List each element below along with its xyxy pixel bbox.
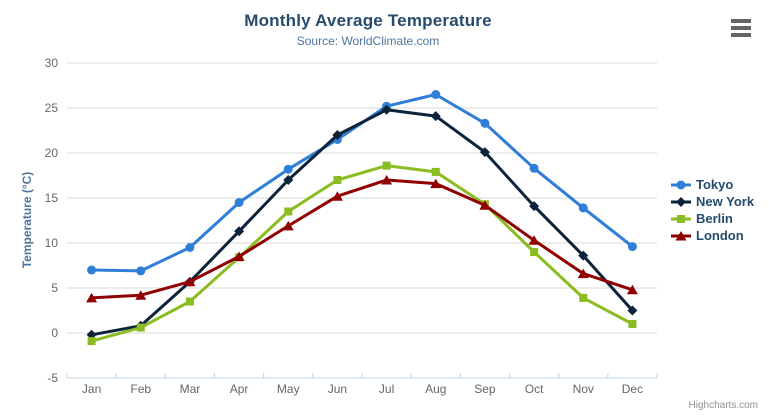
data-point[interactable] bbox=[87, 337, 96, 346]
legend-label: Berlin bbox=[696, 211, 733, 226]
data-point[interactable] bbox=[136, 266, 146, 276]
legend-item-berlin[interactable]: Berlin bbox=[671, 210, 754, 227]
data-point[interactable] bbox=[626, 284, 638, 295]
data-point[interactable] bbox=[331, 191, 343, 201]
diamond-marker-icon bbox=[671, 196, 691, 207]
legend-item-london[interactable]: London bbox=[671, 227, 754, 244]
data-point[interactable] bbox=[332, 130, 343, 140]
y-tick-label: -5 bbox=[47, 371, 58, 385]
data-point[interactable] bbox=[381, 175, 393, 185]
legend-label: Tokyo bbox=[696, 177, 734, 192]
y-tick-label: 5 bbox=[51, 281, 58, 295]
x-tick-label: Aug bbox=[425, 382, 446, 396]
data-point[interactable] bbox=[184, 276, 196, 287]
data-point[interactable] bbox=[381, 104, 392, 115]
chart-subtitle: Source: WorldClimate.com bbox=[296, 34, 440, 48]
legend-label: London bbox=[696, 228, 744, 243]
data-point[interactable] bbox=[529, 201, 540, 212]
data-point[interactable] bbox=[627, 305, 638, 316]
square-marker-icon bbox=[671, 214, 691, 223]
data-point[interactable] bbox=[578, 203, 588, 213]
data-point[interactable] bbox=[185, 243, 195, 252]
context-menu-button[interactable] bbox=[731, 19, 751, 37]
data-point[interactable] bbox=[529, 163, 539, 173]
x-tick-label: Jun bbox=[328, 382, 347, 396]
legend-item-new-york[interactable]: New York bbox=[671, 193, 754, 210]
x-tick-label: Apr bbox=[230, 382, 249, 396]
x-tick-label: Jan bbox=[82, 382, 101, 396]
data-point[interactable] bbox=[479, 200, 491, 210]
x-tick-label: Dec bbox=[622, 382, 643, 396]
credits-link[interactable]: Highcharts.com bbox=[688, 400, 758, 411]
data-point[interactable] bbox=[431, 167, 440, 176]
x-tick-label: May bbox=[277, 382, 300, 396]
series-new-york bbox=[86, 104, 638, 340]
x-tick-label: Sep bbox=[474, 382, 496, 396]
data-point[interactable] bbox=[234, 226, 245, 237]
hamburger-icon bbox=[731, 33, 751, 37]
data-point[interactable] bbox=[628, 320, 637, 328]
y-tick-label: 25 bbox=[45, 101, 59, 115]
data-point[interactable] bbox=[136, 323, 145, 332]
data-point[interactable] bbox=[579, 293, 588, 302]
y-tick-label: 15 bbox=[45, 191, 59, 205]
data-point[interactable] bbox=[282, 220, 294, 231]
legend: Tokyo New York Berlin London bbox=[671, 176, 754, 244]
data-point[interactable] bbox=[431, 90, 441, 99]
data-point[interactable] bbox=[185, 297, 194, 306]
y-tick-label: 30 bbox=[45, 56, 59, 70]
data-point[interactable] bbox=[578, 250, 589, 261]
legend-label: New York bbox=[696, 194, 755, 209]
data-point[interactable] bbox=[530, 248, 539, 256]
data-point[interactable] bbox=[577, 268, 589, 279]
series-london bbox=[86, 175, 638, 303]
chart-title: Monthly Average Temperature bbox=[244, 11, 492, 30]
data-point[interactable] bbox=[528, 235, 540, 245]
legend-item-tokyo[interactable]: Tokyo bbox=[671, 176, 754, 193]
data-point[interactable] bbox=[333, 176, 342, 184]
circle-marker-icon bbox=[671, 180, 691, 189]
data-point[interactable] bbox=[284, 207, 293, 216]
triangle-marker-icon bbox=[671, 230, 691, 240]
data-point[interactable] bbox=[86, 292, 98, 303]
x-tick-label: Jul bbox=[379, 382, 394, 396]
series-line bbox=[90, 108, 634, 337]
data-point[interactable] bbox=[430, 111, 441, 122]
y-tick-label: 0 bbox=[51, 326, 58, 340]
series-line bbox=[90, 164, 634, 343]
data-point[interactable] bbox=[430, 178, 442, 189]
data-point[interactable] bbox=[627, 242, 637, 252]
x-tick-label: Oct bbox=[525, 382, 544, 396]
x-tick-label: Nov bbox=[573, 382, 594, 396]
data-point[interactable] bbox=[479, 147, 490, 158]
hamburger-icon bbox=[731, 19, 751, 23]
data-point[interactable] bbox=[480, 118, 490, 128]
data-point[interactable] bbox=[382, 161, 391, 170]
data-point[interactable] bbox=[283, 175, 294, 185]
hamburger-icon bbox=[731, 26, 751, 30]
x-tick-label: Mar bbox=[180, 382, 201, 396]
data-point[interactable] bbox=[234, 198, 244, 207]
data-point[interactable] bbox=[283, 164, 293, 174]
data-point[interactable] bbox=[87, 265, 97, 275]
data-point[interactable] bbox=[135, 290, 147, 300]
series-line bbox=[90, 178, 634, 300]
series-tokyo bbox=[87, 90, 637, 276]
y-tick-label: 10 bbox=[45, 236, 59, 250]
data-point[interactable] bbox=[233, 251, 245, 262]
y-tick-label: 20 bbox=[45, 146, 59, 160]
x-tick-label: Feb bbox=[130, 382, 151, 396]
